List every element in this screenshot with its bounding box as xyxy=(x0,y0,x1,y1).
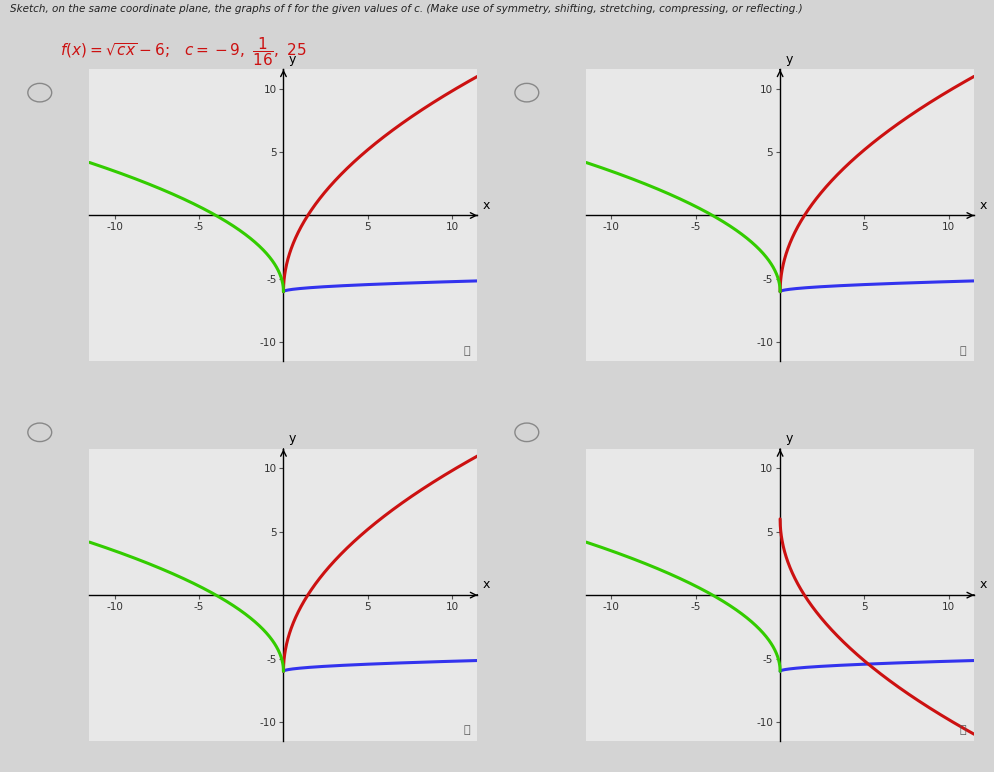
Text: x: x xyxy=(979,578,987,591)
Text: x: x xyxy=(482,198,490,212)
Text: y: y xyxy=(785,432,792,445)
Text: y: y xyxy=(288,432,296,445)
Text: x: x xyxy=(979,198,987,212)
Text: x: x xyxy=(482,578,490,591)
Text: y: y xyxy=(288,52,296,66)
Text: Sketch, on the same coordinate plane, the graphs of f for the given values of c.: Sketch, on the same coordinate plane, th… xyxy=(10,4,802,14)
Text: ⓘ: ⓘ xyxy=(960,346,966,356)
Text: ⓘ: ⓘ xyxy=(463,346,470,356)
Text: $f(x) = \sqrt{cx} - 6$;   $c = -9,\ \dfrac{1}{16},\ 25$: $f(x) = \sqrt{cx} - 6$; $c = -9,\ \dfrac… xyxy=(60,35,306,67)
Text: ⓘ: ⓘ xyxy=(463,725,470,735)
Text: y: y xyxy=(785,52,792,66)
Text: ⓘ: ⓘ xyxy=(960,725,966,735)
